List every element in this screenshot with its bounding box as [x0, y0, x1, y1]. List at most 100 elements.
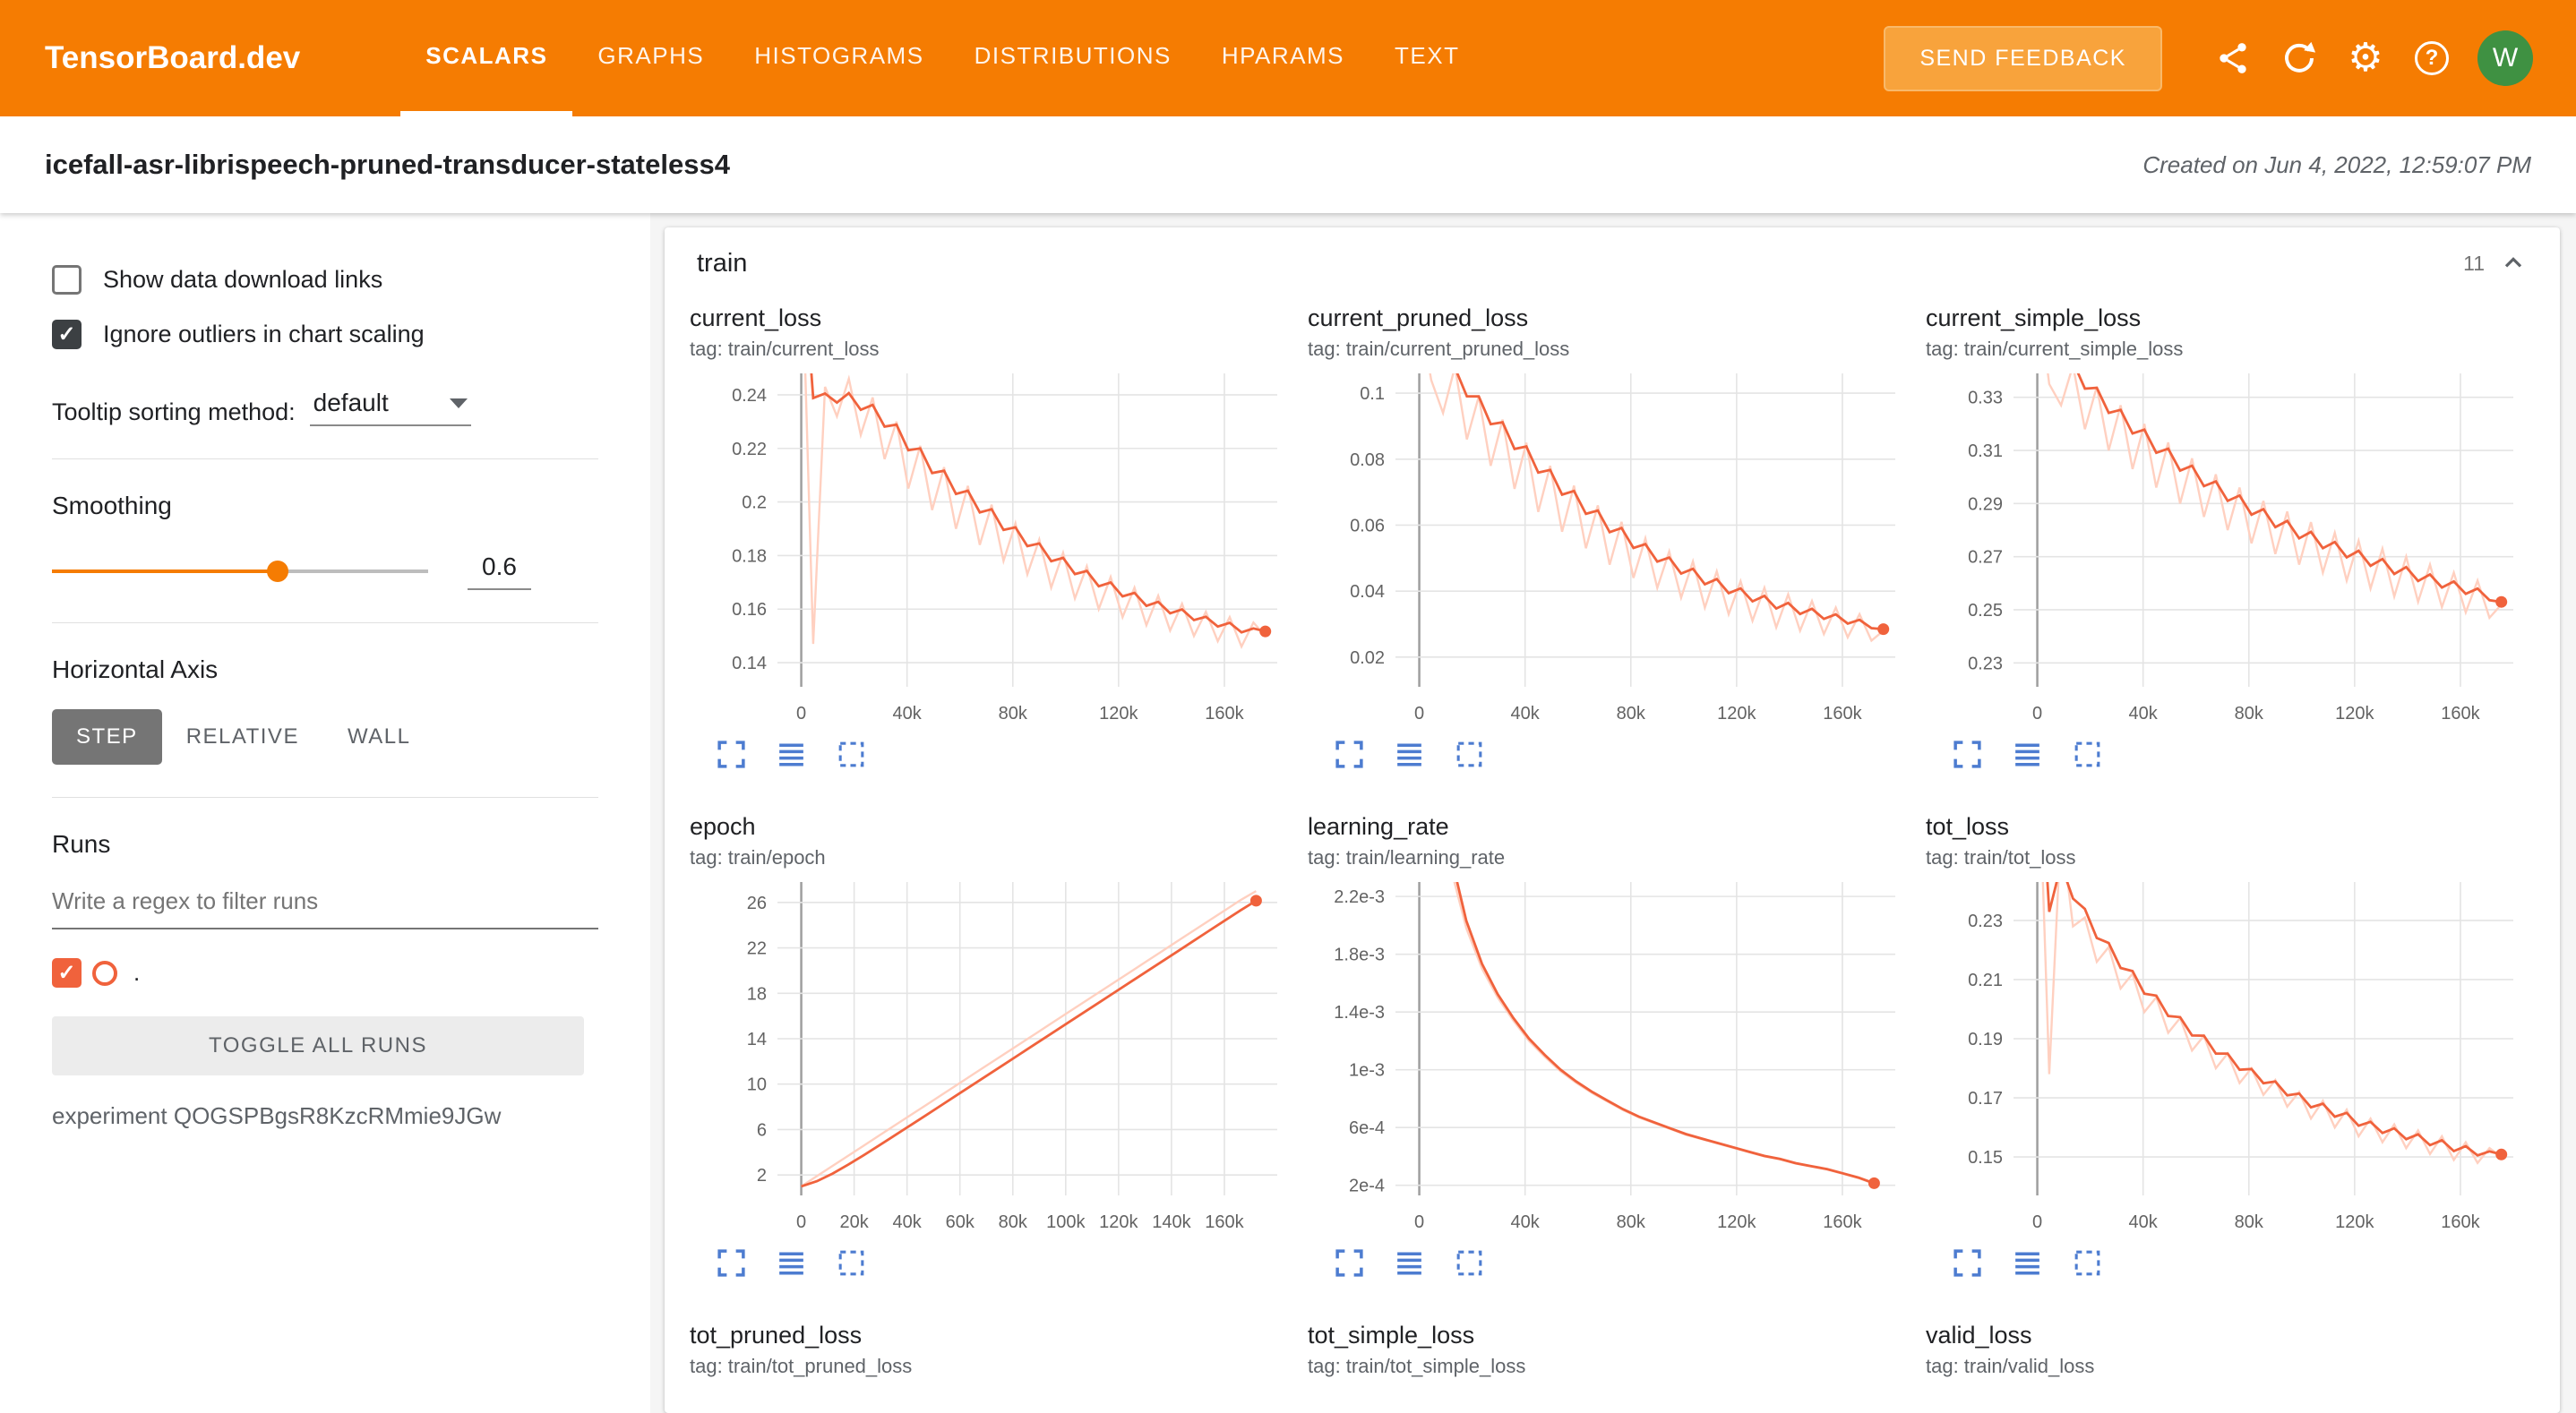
fit-domain-icon[interactable]: [2071, 1246, 2104, 1280]
show-download-links-checkbox[interactable]: Show data download links: [52, 265, 598, 295]
tooltip-sorting-dropdown[interactable]: default: [309, 389, 471, 426]
fullscreen-icon[interactable]: [715, 738, 748, 771]
data-table-icon[interactable]: [2011, 738, 2044, 771]
tab-distributions[interactable]: DISTRIBUTIONS: [974, 41, 1172, 69]
tab-hparams[interactable]: HPARAMS: [1221, 41, 1345, 69]
chart-title: current_loss: [690, 304, 822, 331]
smoothing-value[interactable]: 0.6: [468, 552, 531, 590]
chart-title: valid_loss: [1926, 1322, 2032, 1349]
svg-text:14: 14: [747, 1030, 767, 1049]
data-table-icon[interactable]: [1393, 1246, 1426, 1280]
chart-card: current_loss tag: train/current_loss 0 40…: [690, 304, 1308, 772]
fit-domain-icon[interactable]: [835, 1246, 868, 1280]
slider-fill: [52, 569, 278, 573]
data-table-icon[interactable]: [775, 1246, 808, 1280]
line-chart[interactable]: 0 40k 80k 120k 160k 2e-4 6e-4 1e-3 1.4e-3 1.8e-3 2…: [1308, 873, 1910, 1245]
fullscreen-icon[interactable]: [1951, 738, 1984, 771]
runs-label: Runs: [52, 830, 111, 858]
ignore-outliers-checkbox[interactable]: Ignore outliers in chart scaling: [52, 320, 598, 349]
svg-text:0.25: 0.25: [1968, 601, 2003, 621]
chart-tag: tag: train/learning_rate: [1308, 846, 1506, 869]
line-chart[interactable]: 0 20k 40k 60k 80k 100k 120k 140k 160k26101418222…: [690, 873, 1292, 1245]
chart-card: current_simple_loss tag: train/current_s…: [1926, 304, 2544, 772]
svg-text:1.4e-3: 1.4e-3: [1334, 1003, 1385, 1023]
run-group-title[interactable]: train: [697, 248, 748, 278]
svg-text:40k: 40k: [2129, 704, 2159, 724]
run-color-swatch[interactable]: [92, 960, 117, 986]
svg-text:0: 0: [2032, 704, 2042, 724]
chart-title: tot_loss: [1926, 813, 2010, 840]
help-icon[interactable]: ?: [2409, 36, 2454, 81]
line-chart[interactable]: 0 40k 80k 120k 160k 0.23 0.25 0.27 0.29 0.31 0.33: [1926, 364, 2528, 736]
svg-text:10: 10: [747, 1075, 767, 1095]
settings-icon[interactable]: ⚙: [2343, 36, 2388, 81]
refresh-icon[interactable]: [2277, 36, 2322, 81]
data-table-icon[interactable]: [1393, 738, 1426, 771]
question-mark-icon: ?: [2415, 41, 2449, 75]
svg-text:120k: 120k: [1717, 704, 1756, 724]
svg-text:140k: 140k: [1152, 1212, 1191, 1232]
svg-text:40k: 40k: [2129, 1212, 2159, 1232]
run-checkbox[interactable]: [52, 958, 82, 988]
svg-text:0.15: 0.15: [1968, 1148, 2003, 1168]
data-table-icon[interactable]: [775, 738, 808, 771]
tab-text[interactable]: TEXT: [1395, 41, 1460, 69]
chart-tag: tag: train/current_pruned_loss: [1308, 338, 1570, 360]
svg-text:18: 18: [747, 984, 767, 1004]
smoothing-slider[interactable]: [52, 554, 428, 588]
dashboard-main: train 11 current_loss tag: train/current…: [650, 213, 2576, 1413]
svg-text:26: 26: [747, 894, 767, 913]
fit-domain-icon[interactable]: [1453, 1246, 1486, 1280]
svg-text:120k: 120k: [1099, 1212, 1138, 1232]
axis-wall-button[interactable]: WALL: [347, 724, 411, 749]
chart-title: current_pruned_loss: [1308, 304, 1529, 331]
axis-relative-button[interactable]: RELATIVE: [185, 724, 299, 749]
fit-domain-icon[interactable]: [1453, 738, 1486, 771]
svg-text:120k: 120k: [1717, 1212, 1756, 1232]
svg-text:2.2e-3: 2.2e-3: [1334, 887, 1385, 907]
svg-text:40k: 40k: [1511, 704, 1541, 724]
svg-text:0.24: 0.24: [732, 386, 767, 406]
avatar[interactable]: W: [2477, 30, 2533, 86]
chart-card: epoch tag: train/epoch 0 20k 40k 60k 80k 100k…: [690, 813, 1308, 1280]
main-nav: SCALARS GRAPHS HISTOGRAMS DISTRIBUTIONS …: [400, 0, 1484, 116]
fit-domain-icon[interactable]: [2071, 738, 2104, 771]
runs-filter-input[interactable]: [52, 877, 598, 929]
svg-text:0: 0: [1414, 1212, 1424, 1232]
experiment-id: experiment QOGSPBgsR8KzcRMmie9JGw: [52, 1102, 502, 1129]
divider: [52, 797, 598, 798]
tab-histograms[interactable]: HISTOGRAMS: [754, 41, 924, 69]
chart-card: valid_loss tag: train/valid_loss: [1926, 1322, 2544, 1378]
svg-text:100k: 100k: [1046, 1212, 1086, 1232]
send-feedback-button[interactable]: SEND FEEDBACK: [1884, 25, 2162, 91]
fit-domain-icon[interactable]: [835, 738, 868, 771]
settings-sidebar: Show data download links Ignore outliers…: [0, 213, 650, 1413]
fullscreen-icon[interactable]: [1333, 738, 1366, 771]
fullscreen-icon[interactable]: [715, 1246, 748, 1280]
toggle-all-runs-button[interactable]: TOGGLE ALL RUNS: [52, 1016, 584, 1075]
svg-text:0.16: 0.16: [732, 600, 767, 620]
svg-text:0.04: 0.04: [1350, 582, 1385, 602]
tab-scalars[interactable]: SCALARS: [400, 0, 573, 116]
axis-step-button[interactable]: STEP: [52, 709, 162, 765]
tab-graphs[interactable]: GRAPHS: [597, 41, 705, 69]
share-icon[interactable]: [2211, 36, 2255, 81]
slider-thumb[interactable]: [267, 561, 288, 582]
fullscreen-icon[interactable]: [1333, 1246, 1366, 1280]
fullscreen-icon[interactable]: [1951, 1246, 1984, 1280]
svg-text:0: 0: [796, 1212, 806, 1232]
divider: [52, 622, 598, 623]
svg-text:120k: 120k: [1099, 704, 1138, 724]
line-chart[interactable]: 0 40k 80k 120k 160k 0.02 0.04 0.06 0.08 0.1: [1308, 364, 1910, 736]
svg-text:160k: 160k: [1205, 1212, 1244, 1232]
gear-icon: ⚙: [2348, 36, 2383, 80]
line-chart[interactable]: 0 40k 80k 120k 160k 0.15 0.17 0.19 0.21 0.23: [1926, 873, 2528, 1245]
checkbox-unchecked-icon: [52, 265, 82, 295]
collapse-chevron-icon[interactable]: [2499, 249, 2528, 278]
tooltip-sorting-label: Tooltip sorting method:: [52, 398, 296, 425]
line-chart[interactable]: 0 40k 80k 120k 160k 0.14 0.16 0.18 0.2 0.22 0.24: [690, 364, 1292, 736]
svg-text:80k: 80k: [2235, 1212, 2264, 1232]
smoothing-label: Smoothing: [52, 492, 172, 519]
chart-tag: tag: train/tot_simple_loss: [1308, 1355, 1526, 1377]
data-table-icon[interactable]: [2011, 1246, 2044, 1280]
